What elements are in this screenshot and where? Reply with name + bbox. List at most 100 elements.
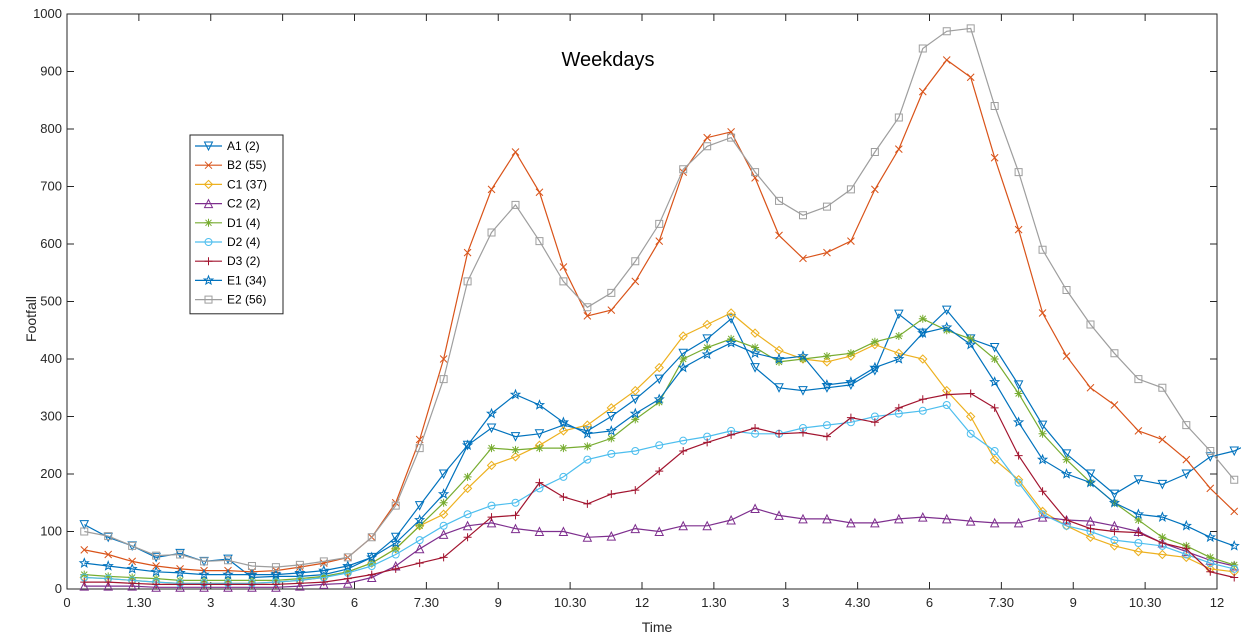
data-point	[727, 133, 736, 142]
data-point	[870, 418, 879, 427]
data-point	[1206, 553, 1215, 562]
data-point	[1133, 475, 1144, 485]
series-line	[84, 326, 1235, 576]
data-point	[869, 361, 881, 373]
data-point	[822, 357, 832, 367]
data-point	[607, 288, 616, 297]
data-point	[725, 336, 737, 348]
data-point	[247, 562, 256, 570]
data-point	[439, 498, 448, 507]
data-point	[894, 332, 903, 340]
data-point	[582, 532, 593, 542]
data-point	[415, 559, 424, 568]
data-point	[485, 407, 498, 419]
data-point	[726, 314, 736, 324]
data-point	[871, 185, 879, 194]
data-point	[1180, 519, 1192, 531]
y-tick-label: 400	[40, 351, 62, 366]
data-point	[366, 551, 378, 563]
x-tick-label: 0	[63, 595, 70, 610]
data-point	[391, 564, 400, 573]
data-point	[630, 523, 641, 534]
data-point	[822, 513, 832, 524]
legend-entry: C2 (2)	[227, 197, 260, 211]
data-point	[655, 398, 664, 407]
data-point	[367, 533, 376, 542]
data-point	[103, 581, 114, 591]
data-point	[247, 576, 256, 585]
data-point	[486, 423, 497, 434]
data-point	[1062, 286, 1071, 294]
data-point	[894, 309, 904, 320]
data-point	[870, 148, 879, 156]
data-point	[942, 27, 951, 36]
data-point	[463, 510, 472, 519]
data-point	[1110, 527, 1119, 536]
data-point	[559, 444, 568, 453]
data-point	[319, 572, 328, 581]
data-point	[583, 303, 592, 312]
data-point	[703, 142, 712, 151]
data-point	[1229, 446, 1240, 457]
data-point	[463, 248, 472, 257]
data-point	[391, 501, 400, 510]
legend-marker	[204, 295, 213, 304]
data-point	[391, 544, 400, 553]
data-point	[367, 562, 376, 570]
data-point	[343, 553, 352, 562]
data-point	[415, 536, 424, 545]
data-point	[1109, 489, 1120, 500]
data-point	[511, 200, 520, 209]
legend-marker	[203, 198, 214, 209]
data-point	[1036, 453, 1049, 465]
data-point	[343, 574, 352, 583]
data-point	[701, 348, 713, 360]
data-point	[1062, 352, 1071, 360]
data-point	[582, 426, 593, 436]
data-point	[1181, 469, 1192, 480]
data-point	[629, 407, 641, 419]
data-point	[990, 355, 999, 363]
data-point	[104, 550, 113, 559]
data-point	[581, 427, 593, 439]
data-point	[1134, 528, 1143, 537]
data-point	[151, 582, 161, 592]
data-point	[822, 421, 831, 430]
data-point	[750, 363, 760, 373]
data-point	[535, 188, 544, 197]
data-point	[942, 390, 951, 399]
x-axis-label: Time	[642, 619, 673, 635]
legend-entry: D2 (4)	[227, 235, 260, 249]
data-point	[1038, 245, 1047, 254]
data-point	[271, 576, 280, 585]
data-point	[128, 557, 137, 566]
data-point	[990, 403, 999, 412]
data-point	[511, 498, 520, 507]
data-point	[1014, 451, 1023, 460]
y-tick-label: 800	[40, 121, 62, 136]
data-point	[511, 445, 520, 454]
data-point	[775, 196, 784, 205]
data-point	[1133, 546, 1144, 557]
data-point	[847, 237, 855, 245]
data-point	[583, 442, 592, 451]
data-point	[751, 168, 760, 177]
y-tick-label: 600	[40, 236, 62, 251]
legend-entry: D3 (2)	[227, 254, 260, 268]
data-point	[870, 337, 879, 346]
data-point	[533, 399, 546, 410]
data-point	[104, 578, 113, 587]
data-point	[1086, 524, 1095, 533]
data-point	[80, 546, 89, 554]
data-point	[989, 517, 1000, 528]
data-point	[1086, 320, 1095, 329]
plot-area: 0 100 200 300 400 500 600 700 800 900 1000 0 1.30 3 4.…	[33, 6, 1241, 610]
data-point	[846, 413, 855, 422]
data-point	[1182, 421, 1191, 430]
data-point	[703, 133, 712, 142]
data-point	[199, 582, 209, 592]
data-point	[607, 434, 616, 443]
data-point	[487, 513, 496, 522]
data-point	[174, 566, 186, 578]
data-point	[487, 501, 496, 510]
